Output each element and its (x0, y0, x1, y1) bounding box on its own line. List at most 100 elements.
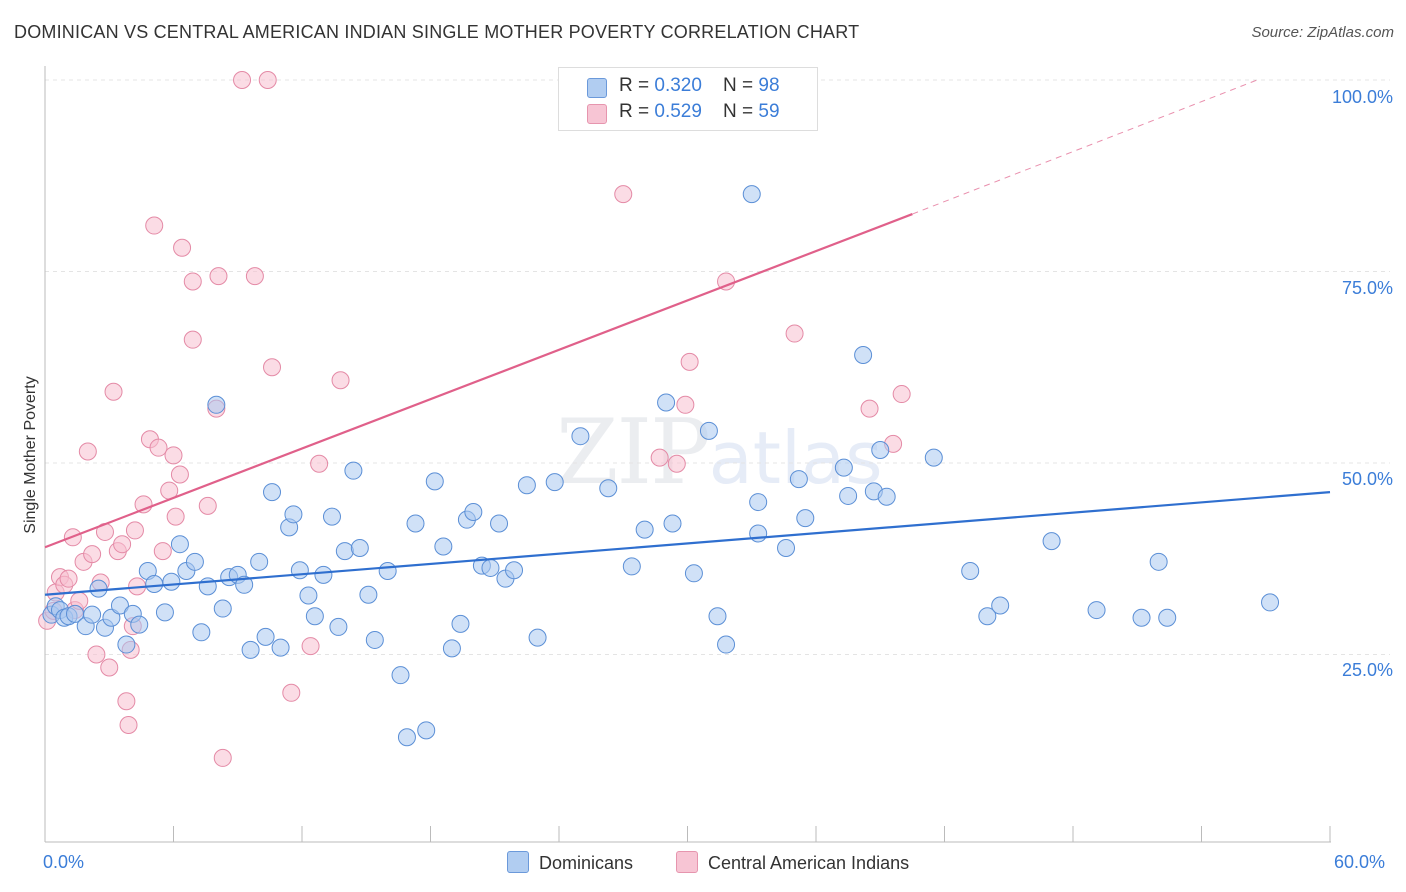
dominicans-point (635, 520, 654, 539)
central-american-indians-point (117, 692, 136, 711)
dominicans-point (329, 617, 348, 636)
dominicans-point (545, 473, 564, 492)
central-american-indians-point (310, 454, 329, 473)
central-american-indians-point (100, 658, 119, 677)
dominicans-point (207, 395, 226, 414)
dominicans-point (854, 345, 873, 364)
dominicans-point (991, 596, 1010, 615)
dominicans-point (145, 575, 164, 594)
dominicans-point (978, 607, 997, 626)
dominicans-point (256, 627, 275, 646)
dominicans-point (742, 185, 761, 204)
central-american-indians-point (614, 185, 633, 204)
central-american-indians-point (166, 507, 185, 526)
dominicans-point (305, 607, 324, 626)
central-american-indians-point (183, 330, 202, 349)
dominicans-point (271, 638, 290, 657)
dominicans-point (789, 470, 808, 489)
legend-swatch-central-american-indians (587, 104, 607, 124)
central-american-indians-point (119, 715, 138, 734)
dominicans-point (117, 635, 136, 654)
dominicans-point (130, 615, 149, 634)
trend-lines (44, 79, 1331, 596)
dominicans-point (571, 427, 590, 446)
dominicans-point (102, 608, 121, 627)
central-american-indians-point (258, 71, 277, 89)
x-tick-max: 60.0% (1334, 852, 1386, 872)
bottom-legend-label-dominicans: Dominicans (539, 853, 634, 873)
dominicans-point (155, 603, 174, 622)
dominicans-point (263, 483, 282, 502)
central-american-indians-point (83, 545, 102, 564)
central-american-indians-point (104, 382, 123, 401)
dominicans-point (663, 514, 682, 533)
r-value: 0.529 (654, 101, 702, 122)
watermark-zip: ZIP (556, 400, 711, 505)
dominicans-point (425, 472, 444, 491)
dominicans-point (961, 562, 980, 581)
dominicans-point (871, 440, 890, 459)
dominicans-point (442, 639, 461, 658)
dominicans-point (490, 514, 509, 533)
dominicans-point (299, 586, 318, 605)
central-american-indians-trend-line (44, 213, 913, 549)
y-axis-label: Single Mother Poverty (22, 376, 39, 534)
dominicans-point (1087, 601, 1106, 620)
dominicans-point (185, 552, 204, 571)
watermark: ZIPatlas (556, 400, 883, 505)
dominicans-point (83, 605, 102, 624)
central-american-indians-point (785, 324, 804, 343)
central-american-indians-point (860, 399, 879, 418)
central-american-indians-point (331, 371, 350, 390)
dominicans-point (378, 562, 397, 581)
legend-stats-dominicans: R = 0.320 N = 98 (619, 75, 780, 97)
central-american-indians-point (149, 438, 168, 457)
dominicans-point (365, 630, 384, 649)
dominicans-point (924, 448, 943, 467)
central-american-indians-point (301, 637, 320, 656)
dominicans-point (796, 509, 815, 528)
r-label: R = (619, 75, 655, 96)
n-label: N = (723, 75, 759, 96)
legend-swatch-dominicans (587, 78, 607, 98)
central-american-indians-point (233, 71, 252, 89)
bottom-legend-swatch-central-american-indians (676, 851, 698, 873)
dominicans-point (344, 461, 363, 480)
central-american-indians-point (113, 535, 132, 554)
dominicans-point (417, 721, 436, 740)
source-credit: Source: ZipAtlas.com (1251, 24, 1394, 41)
central-american-indians-point (282, 683, 301, 702)
dominicans-point (528, 628, 547, 647)
n-label: N = (723, 101, 759, 122)
dominicans-point (699, 421, 718, 440)
dominicans-point (335, 542, 354, 561)
dominicans-point (397, 728, 416, 747)
central-american-indians-point (198, 496, 217, 515)
dominicans-point (322, 507, 341, 526)
dominicans-point (481, 558, 500, 577)
central-american-indians-point (892, 385, 911, 404)
n-value: 98 (758, 75, 780, 96)
dominicans-point (717, 635, 736, 654)
dominicans-point (391, 666, 410, 685)
dominicans-point (505, 561, 524, 580)
dominicans-point (749, 493, 768, 512)
central-american-indians-point (245, 267, 264, 286)
dominicans-point (162, 572, 181, 591)
central-american-indians-point (213, 748, 232, 767)
central-american-indians-point (183, 272, 202, 291)
n-value: 59 (758, 101, 780, 122)
bottom-legend-label-central-american-indians: Central American Indians (708, 853, 910, 873)
r-label: R = (619, 101, 655, 122)
central-american-indians-point (173, 238, 192, 257)
r-value: 0.320 (654, 75, 702, 96)
central-american-indians-point (145, 216, 164, 235)
dominicans-point (1132, 608, 1151, 627)
central-american-indians-point (170, 465, 189, 484)
dominicans-point (89, 579, 108, 598)
dominicans-point (213, 599, 232, 618)
y-tick-50: 50.0% (1341, 469, 1393, 489)
central-american-indians-point (78, 442, 97, 461)
dominicans-point (708, 607, 727, 626)
